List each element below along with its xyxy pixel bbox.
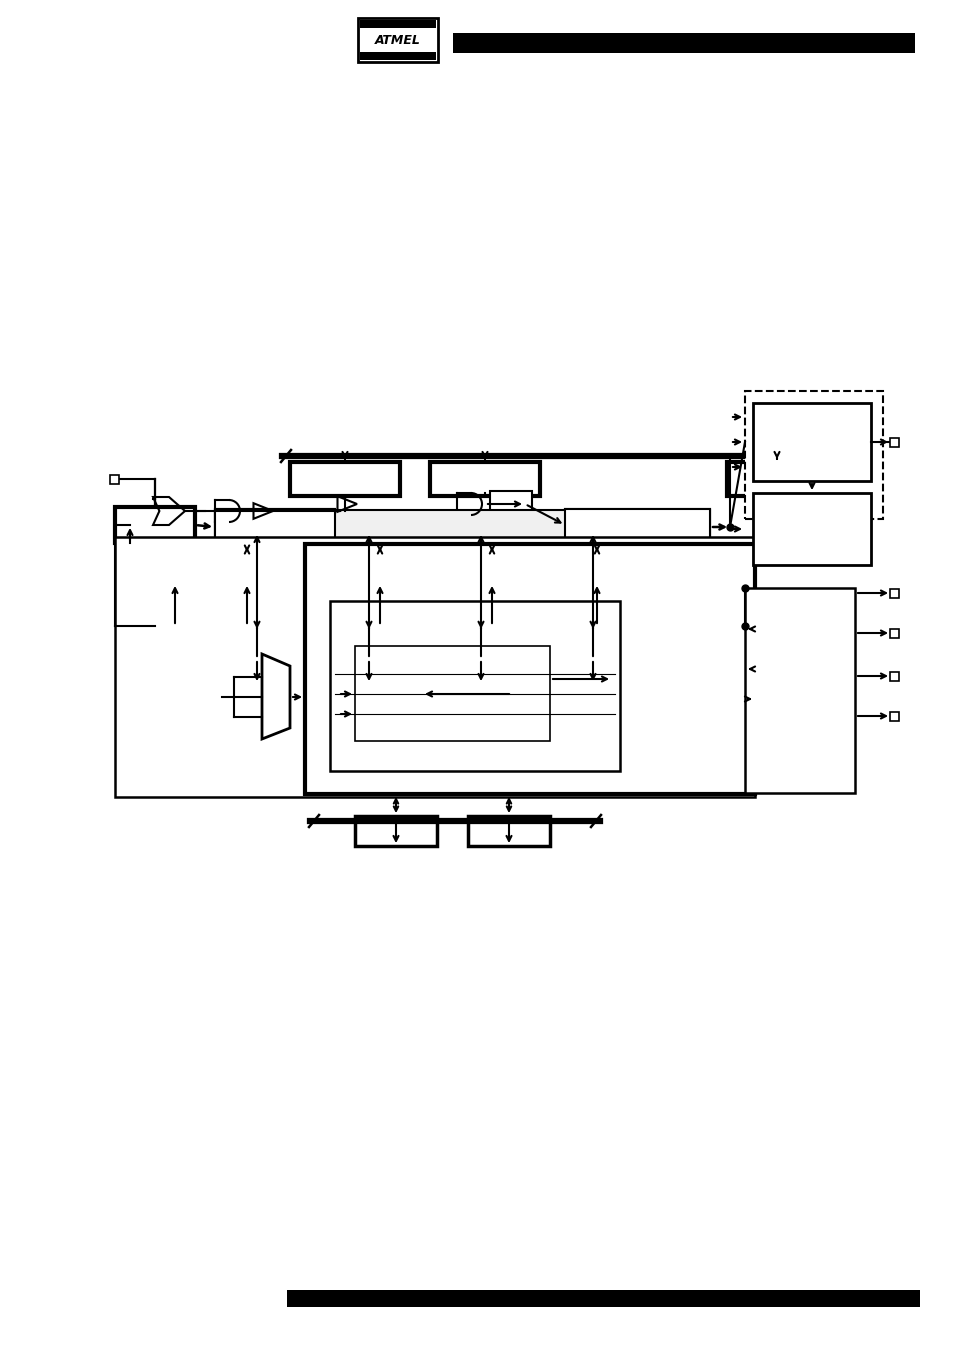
Bar [330,630,408,659]
Bar [889,712,899,720]
Bar [214,509,709,544]
Bar [111,474,119,484]
Bar [468,816,550,846]
Bar [214,555,280,584]
Bar [359,20,436,28]
Bar [726,462,826,496]
Bar [752,403,870,481]
Bar [453,32,914,53]
Bar [115,507,194,543]
Bar [355,646,550,740]
Bar [752,493,870,565]
Bar [889,628,899,638]
Bar [430,462,539,496]
Bar [305,544,754,794]
Bar [889,671,899,681]
Bar [218,630,295,659]
Bar [330,601,619,771]
Bar [115,536,754,797]
Bar [564,509,709,540]
Bar [355,816,436,846]
Text: ATMEL: ATMEL [375,34,420,46]
Bar [490,490,532,517]
Bar [359,51,436,59]
Bar [287,1290,919,1306]
Bar [214,509,335,540]
Bar [357,18,437,62]
Bar [744,588,854,793]
Bar [564,555,629,584]
Bar [554,630,631,659]
Bar [459,555,524,584]
Bar [290,462,399,496]
Bar [889,589,899,597]
Bar [214,509,335,540]
Bar [889,438,899,446]
Bar [744,390,882,519]
Bar [564,509,709,540]
Bar [348,555,413,584]
Bar [441,630,519,659]
